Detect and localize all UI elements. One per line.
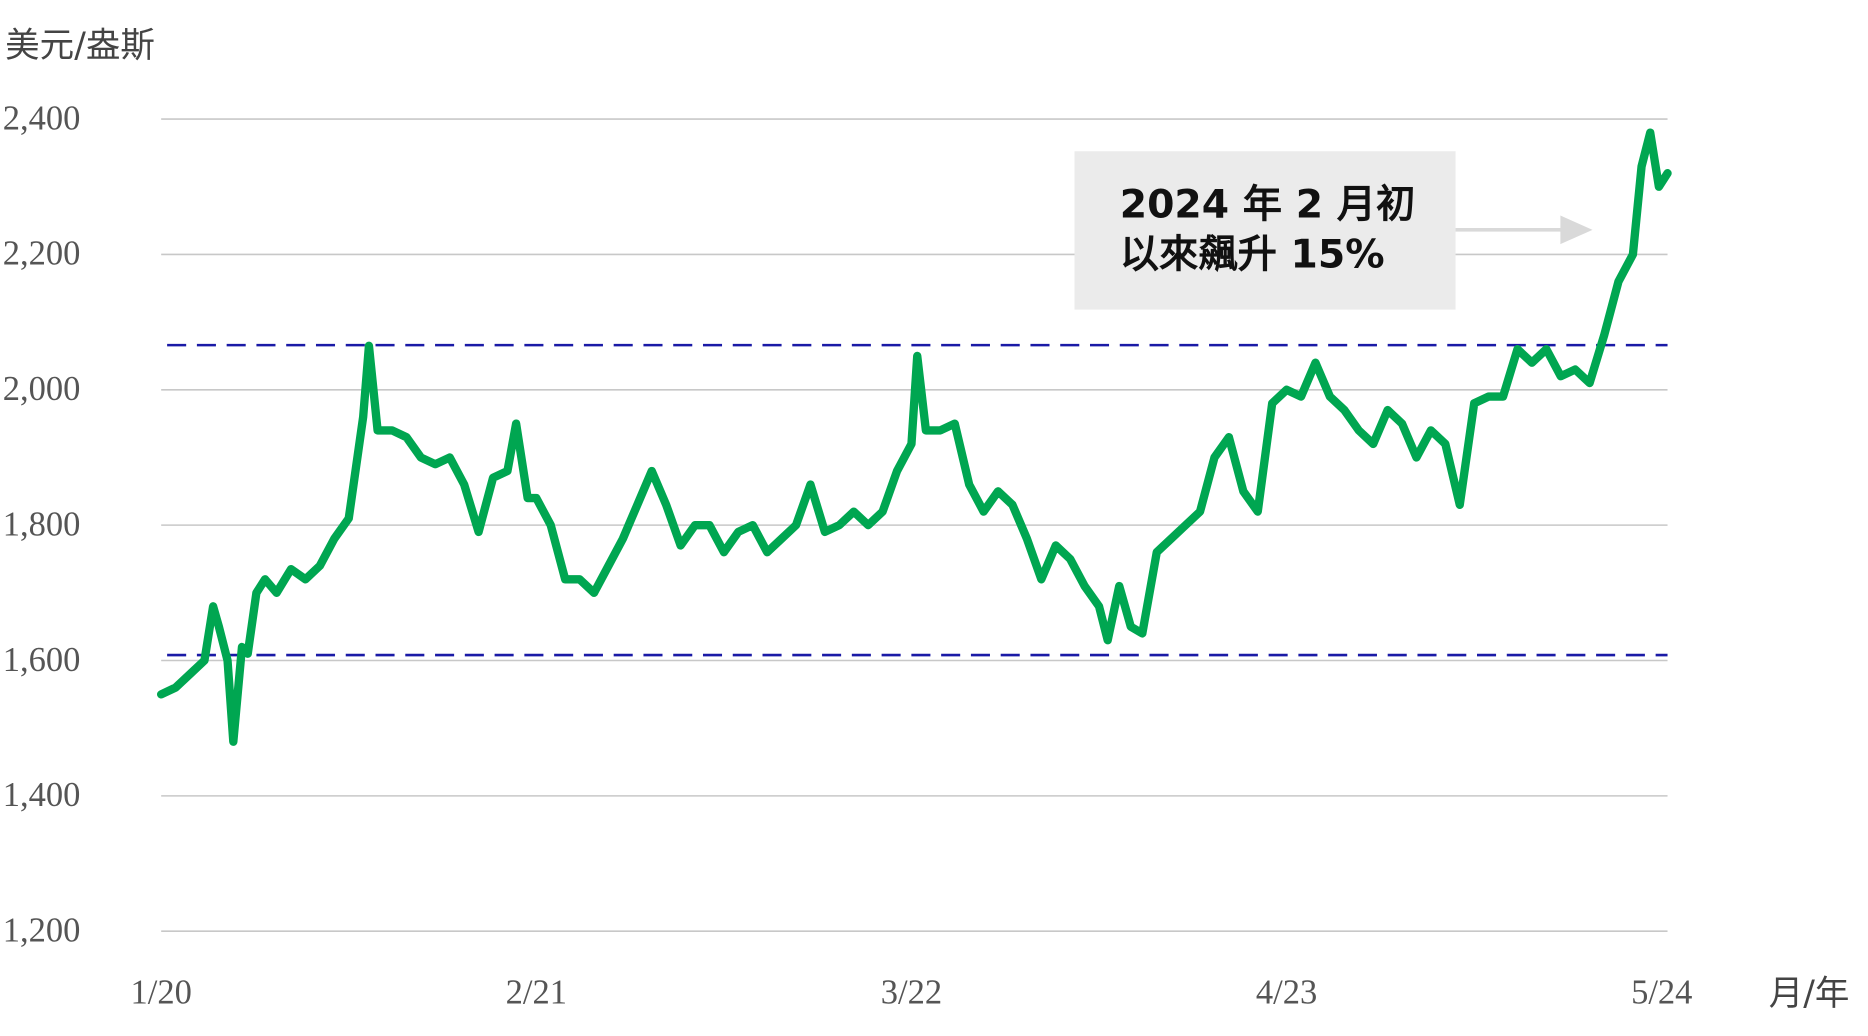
y-tick-label: 2,400 — [3, 99, 81, 137]
y-tick-label: 1,800 — [3, 505, 81, 543]
y-tick-label: 1,600 — [3, 641, 81, 679]
x-tick-label: 1/20 — [130, 973, 191, 1011]
y-axis-label: 美元/盎斯 — [5, 26, 155, 66]
price-line — [157, 128, 1672, 746]
x-tick-label: 4/23 — [1256, 973, 1317, 1011]
x-tick-label: 3/22 — [881, 973, 942, 1011]
plot — [157, 128, 1672, 746]
x-tick-label: 2/21 — [506, 973, 567, 1011]
annotation: 以來飆升 15% — [1120, 233, 1385, 278]
arrow-head — [1560, 215, 1593, 245]
annotation: 2024 年 2 月初 — [1120, 183, 1416, 228]
y-tick-label: 2,200 — [3, 235, 81, 273]
y-tick-label: 1,400 — [3, 776, 81, 814]
x-axis-label: 月/年 — [1769, 974, 1850, 1014]
annotation-box — [1074, 151, 1456, 310]
x-tick-label: 5/24 — [1631, 973, 1692, 1011]
y-tick-label: 1,200 — [3, 912, 81, 950]
y-tick-label: 2,000 — [3, 370, 81, 408]
